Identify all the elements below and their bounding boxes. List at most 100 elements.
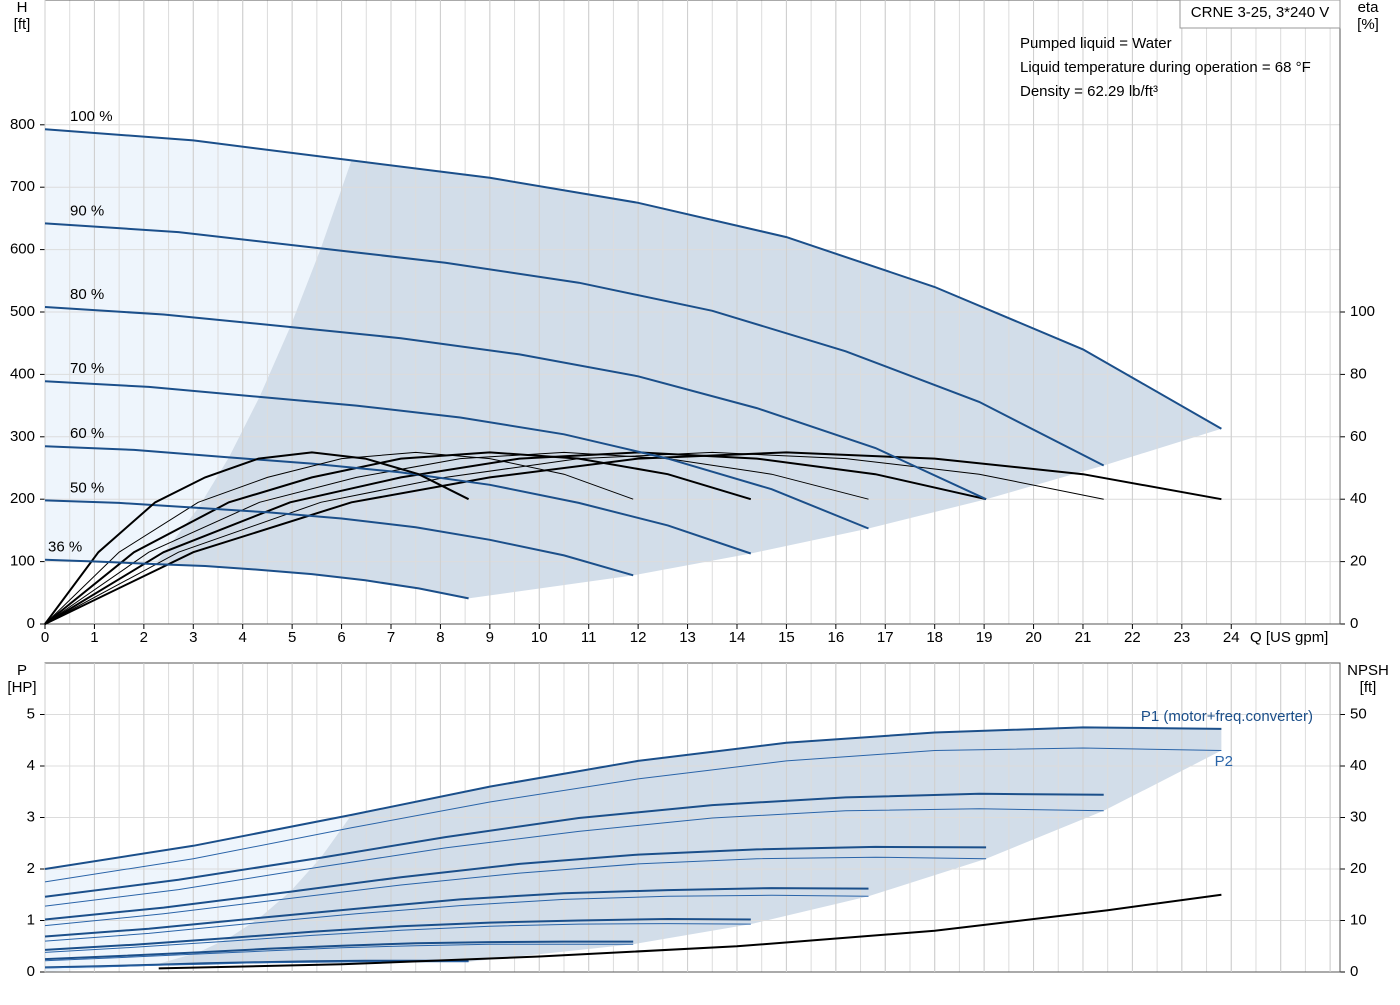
y2-tick-label: 100 [1350, 303, 1375, 320]
eta-curve [44, 451, 1222, 625]
y2-tick-label: 40 [1350, 490, 1367, 507]
x-tick-label: 4 [239, 629, 247, 646]
y-tick-label: 4 [27, 757, 35, 774]
p2-curve [44, 894, 869, 942]
y2-axis-label: NPSH [1347, 662, 1389, 679]
y-tick-label: 2 [27, 860, 35, 877]
x-tick-label: 18 [926, 629, 943, 646]
y-tick-label: 600 [10, 241, 35, 258]
head-curve [44, 558, 469, 600]
info-line: Liquid temperature during operation = 68… [1020, 59, 1311, 76]
x-tick-label: 14 [729, 629, 746, 646]
y-tick-label: 800 [10, 116, 35, 133]
speed-label: 60 % [70, 425, 104, 442]
y-axis-label: P [17, 662, 27, 679]
p1-curve [44, 959, 469, 969]
x-tick-label: 1 [90, 629, 98, 646]
x-tick-label: 11 [581, 629, 597, 646]
eta-curve [44, 451, 634, 625]
info-line: Pumped liquid = Water [1020, 35, 1172, 52]
area-low-speed [45, 814, 352, 972]
y2-tick-label: 20 [1350, 860, 1367, 877]
eta-curve [44, 451, 752, 625]
y2-tick-label: 80 [1350, 365, 1367, 382]
x-tick-label: 24 [1223, 629, 1240, 646]
p1-label: P1 (motor+freq.converter) [1141, 708, 1313, 725]
y-tick-label: 300 [10, 428, 35, 445]
x-tick-label: 13 [679, 629, 696, 646]
head-curve [44, 222, 1105, 467]
head-curve [44, 306, 987, 501]
y2-axis-unit: [%] [1357, 16, 1379, 33]
x-tick-label: 5 [288, 629, 296, 646]
x-tick-label: 8 [436, 629, 444, 646]
y2-tick-label: 50 [1350, 705, 1367, 722]
x-tick-label: 10 [531, 629, 548, 646]
eta-curve [44, 451, 987, 625]
p2-curve [44, 808, 1104, 907]
head-curve [44, 499, 634, 577]
x-tick-label: 21 [1075, 629, 1092, 646]
p2-curve [44, 943, 634, 962]
speed-label: 100 % [70, 108, 113, 125]
y2-tick-label: 30 [1350, 808, 1367, 825]
x-tick-label: 17 [877, 629, 894, 646]
p1-curve [44, 887, 869, 938]
area-operating [155, 727, 1222, 966]
p1-curve [44, 917, 751, 951]
y2-tick-label: 60 [1350, 428, 1367, 445]
p1-curve [44, 726, 1222, 870]
y-tick-label: 0 [27, 963, 35, 980]
speed-label: 70 % [70, 360, 104, 377]
p1-curve [44, 845, 987, 921]
p2-curve [44, 923, 751, 953]
y2-axis-unit: [ft] [1360, 679, 1377, 696]
x-tick-label: 6 [337, 629, 345, 646]
x-tick-label: 22 [1124, 629, 1141, 646]
y-tick-label: 500 [10, 303, 35, 320]
area-low-speed [45, 129, 352, 624]
y-tick-label: 400 [10, 365, 35, 382]
head-curve [44, 128, 1222, 430]
speed-label: 90 % [70, 202, 104, 219]
y-tick-label: 700 [10, 178, 35, 195]
y2-axis-label: eta [1358, 0, 1380, 16]
x-axis-label: Q [US gpm] [1250, 629, 1328, 646]
y2-tick-label: 20 [1350, 553, 1367, 570]
model-name: CRNE 3-25, 3*240 V [1191, 4, 1329, 21]
x-tick-label: 19 [976, 629, 993, 646]
speed-label: 36 % [48, 539, 82, 556]
eta-curve [44, 451, 869, 625]
y-axis-unit: [ft] [14, 16, 31, 33]
head-curve [44, 445, 752, 555]
p1-curve [44, 940, 634, 961]
x-tick-label: 0 [41, 629, 49, 646]
y-axis-unit: [HP] [7, 679, 36, 696]
x-tick-label: 12 [630, 629, 647, 646]
p1-curve [44, 792, 1104, 898]
y2-tick-label: 40 [1350, 757, 1367, 774]
y2-tick-label: 10 [1350, 911, 1367, 928]
y-tick-label: 100 [10, 553, 35, 570]
info-line: Density = 62.29 lb/ft³ [1020, 83, 1158, 100]
x-tick-label: 2 [140, 629, 148, 646]
x-tick-label: 20 [1025, 629, 1042, 646]
p2-label: P2 [1215, 753, 1233, 770]
head-curve [44, 380, 869, 530]
y2-tick-label: 0 [1350, 963, 1358, 980]
x-tick-label: 16 [827, 629, 844, 646]
y-tick-label: 3 [27, 808, 35, 825]
p2-curve [44, 747, 1222, 883]
npsh-curve [158, 893, 1222, 970]
y-tick-label: 0 [27, 615, 35, 632]
x-tick-label: 7 [387, 629, 395, 646]
y-tick-label: 1 [27, 911, 35, 928]
y-axis-label: H [17, 0, 28, 16]
speed-label: 50 % [70, 479, 104, 496]
model-box [1179, 0, 1341, 29]
x-tick-label: 9 [486, 629, 494, 646]
y2-tick-label: 0 [1350, 615, 1358, 632]
y-tick-label: 5 [27, 705, 35, 722]
speed-label: 80 % [70, 286, 104, 303]
